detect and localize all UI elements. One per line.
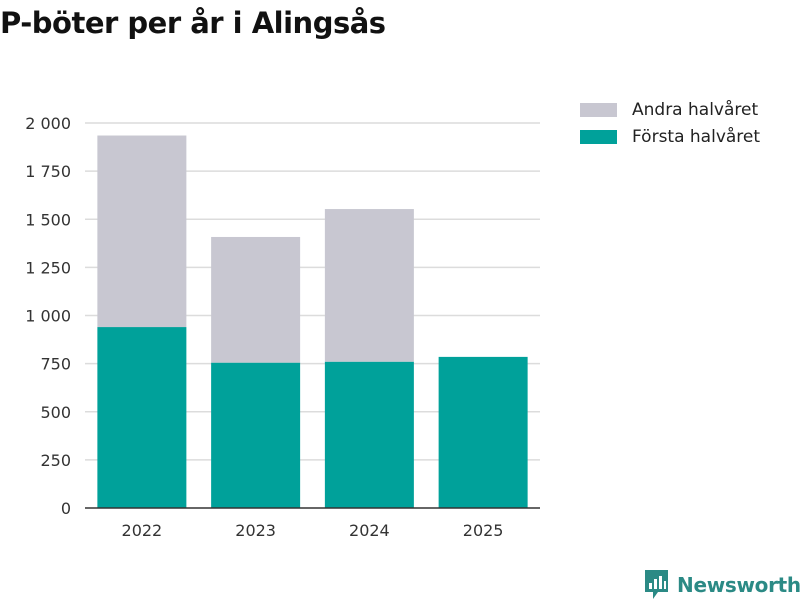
y-tick-label: 1 250	[25, 258, 71, 277]
y-tick-label: 500	[40, 403, 71, 422]
x-tick-label: 2025	[463, 521, 504, 540]
bar-2023-forsta-halvaret	[211, 362, 301, 508]
brand-name: Newsworthy	[677, 572, 800, 597]
legend-swatch-forsta-halvaret	[580, 129, 617, 144]
legend-item-forsta-halvaret: Första halvåret	[580, 123, 760, 150]
legend: Andra halvåret Första halvåret	[580, 96, 760, 150]
y-tick-label: 1 000	[25, 307, 71, 326]
newsworthy-logo-icon	[645, 570, 668, 599]
x-tick-label: 2024	[349, 521, 390, 540]
y-tick-label: 1 750	[25, 162, 71, 181]
x-axis-tick-labels: 2022 2023 2024 2025	[122, 521, 504, 540]
x-tick-label: 2022	[122, 521, 163, 540]
y-tick-label: 1 500	[25, 210, 71, 229]
bar-2024-forsta-halvaret	[324, 361, 414, 508]
legend-swatch-andra-halvaret	[580, 102, 617, 117]
bars	[97, 135, 528, 508]
y-tick-label: 2 000	[25, 114, 71, 133]
bar-2024-andra-halvaret	[324, 209, 414, 362]
legend-label-andra-halvaret: Andra halvåret	[632, 99, 759, 120]
legend-item-andra-halvaret: Andra halvåret	[580, 96, 760, 123]
legend-label-forsta-halvaret: Första halvåret	[632, 126, 761, 147]
y-tick-label: 0	[61, 499, 71, 518]
x-tick-label: 2023	[235, 521, 276, 540]
chart-title: P-böter per år i Alingsås	[0, 6, 386, 40]
bar-2023-andra-halvaret	[211, 236, 301, 363]
bar-2025-forsta-halvaret	[438, 356, 528, 508]
bar-2022-forsta-halvaret	[97, 327, 187, 508]
y-axis-tick-labels: 0 250 500 750 1 000 1 250 1 500 1 750 2 000	[25, 114, 71, 518]
newsworthy-branding: Newsworthy	[643, 569, 800, 600]
y-tick-label: 750	[40, 355, 71, 374]
bar-2022-andra-halvaret	[97, 135, 187, 328]
y-tick-label: 250	[40, 451, 71, 470]
